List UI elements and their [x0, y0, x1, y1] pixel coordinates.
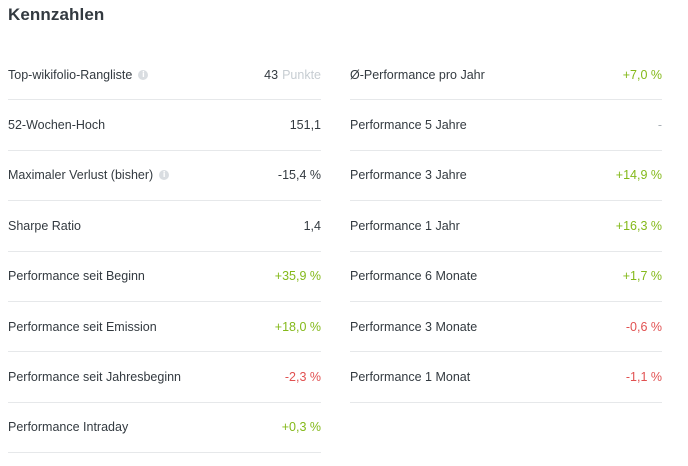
metric-label: Maximaler Verlust (bisher) i: [8, 168, 170, 183]
metrics-right-column: Ø-Performance pro Jahr +7,0 % Performance …: [350, 50, 662, 403]
metric-label-text: 52-Wochen-Hoch: [8, 118, 106, 133]
metric-value: +35,9 %: [275, 269, 321, 283]
metric-label: Performance 3 Jahre: [350, 168, 467, 182]
metric-value-suffix: Punkte: [282, 67, 321, 82]
metric-value-text: +16,3 %: [615, 218, 662, 233]
metric-label-text: Performance seit Beginn: [8, 269, 145, 284]
metric-row-performance-3-jahre: Performance 3 Jahre +14,9 %: [350, 151, 662, 202]
metric-value: -1,1 %: [626, 370, 662, 384]
metric-value: -0,6 %: [626, 320, 662, 334]
metric-value: 151,1: [290, 118, 321, 132]
metric-label: Top-wikifolio-Rangliste i: [8, 67, 149, 82]
metric-label: Performance 6 Monate: [350, 269, 477, 283]
metric-value-text: 1,4: [303, 218, 321, 233]
metric-label-text: Performance seit Emission: [8, 319, 157, 334]
metric-value: +16,3 %: [616, 219, 662, 233]
metric-label-text: Top-wikifolio-Rangliste: [8, 67, 133, 82]
metric-value: +14,9 %: [616, 168, 662, 182]
info-icon[interactable]: i: [138, 69, 149, 80]
metric-value: 43 Punkte: [264, 68, 321, 82]
metric-value-text: -2,3 %: [284, 370, 321, 385]
metric-label-text: Performance 3 Jahre: [350, 168, 467, 183]
metric-value-text: +7,0 %: [622, 67, 662, 82]
metric-label-text: Performance 1 Monat: [350, 370, 471, 385]
info-icon[interactable]: i: [159, 170, 170, 181]
metric-row-performance-1-monat: Performance 1 Monat -1,1 %: [350, 352, 662, 403]
metric-value: -2,3 %: [285, 370, 321, 384]
metric-row-52-wochen-hoch: 52-Wochen-Hoch 151,1: [8, 100, 321, 151]
metric-label: Performance Intraday: [8, 420, 128, 434]
metric-value-text: 43: [264, 67, 279, 82]
metric-value-text: 151,1: [289, 118, 321, 133]
metric-row-performance-5-jahre: Performance 5 Jahre -: [350, 100, 662, 151]
metric-label-text: Performance 5 Jahre: [350, 118, 467, 133]
metric-value-text: -0,6 %: [625, 319, 662, 334]
metric-row-maximaler-verlust-bisher: Maximaler Verlust (bisher) i -15,4 %: [8, 151, 321, 202]
metric-row-performance-seit-beginn: Performance seit Beginn +35,9 %: [8, 252, 321, 302]
metric-label: Performance 5 Jahre: [350, 118, 467, 132]
metric-label: Performance seit Jahresbeginn: [8, 370, 181, 384]
metric-row-performance-intraday: Performance Intraday +0,3 %: [8, 403, 321, 454]
metric-label-text: Sharpe Ratio: [8, 218, 81, 233]
metric-label-text: Performance 6 Monate: [350, 269, 478, 284]
metric-row-sharpe-ratio: Sharpe Ratio 1,4: [8, 201, 321, 252]
metric-value: 1,4: [304, 219, 321, 233]
metric-label-text: Performance 1 Jahr: [350, 218, 460, 233]
metric-label: Sharpe Ratio: [8, 219, 81, 233]
metric-row-performance-seit-jahresbeginn: Performance seit Jahresbeginn -2,3 %: [8, 352, 321, 403]
section-title: Kennzahlen: [8, 5, 105, 24]
metric-label-text: Performance 3 Monate: [350, 319, 478, 334]
metric-row-performance-1-jahr: Performance 1 Jahr +16,3 %: [350, 201, 662, 252]
metric-label: Performance seit Beginn: [8, 269, 145, 283]
metric-row-avg-performance-pro-jahr: Ø-Performance pro Jahr +7,0 %: [350, 50, 662, 101]
metric-value-text: -15,4 %: [277, 168, 321, 183]
metric-label: Performance 1 Monat: [350, 370, 470, 384]
metric-value-text: +35,9 %: [274, 269, 321, 284]
metric-label: Performance seit Emission: [8, 320, 157, 334]
metric-value: -: [658, 118, 662, 132]
metric-label-text: Performance Intraday: [8, 420, 129, 435]
metric-row-performance-3-monate: Performance 3 Monate -0,6 %: [350, 302, 662, 353]
metric-value-text: -1,1 %: [625, 370, 662, 385]
metric-value: -15,4 %: [278, 168, 321, 182]
metric-label-text: Performance seit Jahresbeginn: [8, 370, 182, 385]
metric-row-top-wikifolio-rangliste: Top-wikifolio-Rangliste i 43 Punkte: [8, 50, 321, 101]
metric-value: +7,0 %: [623, 68, 662, 82]
metric-label: Performance 1 Jahr: [350, 219, 460, 233]
metric-value-text: +14,9 %: [615, 168, 662, 183]
metric-label: 52-Wochen-Hoch: [8, 118, 105, 132]
metric-label: Ø-Performance pro Jahr: [350, 68, 485, 82]
metric-value-text: +18,0 %: [274, 319, 321, 334]
metric-value-text: +0,3 %: [281, 420, 321, 435]
metric-row-performance-6-monate: Performance 6 Monate +1,7 %: [350, 252, 662, 302]
metric-value-text: -: [657, 118, 662, 133]
metrics-left-column: Top-wikifolio-Rangliste i 43 Punkte 52-Woche…: [8, 50, 321, 454]
metric-label-text: Maximaler Verlust (bisher): [8, 168, 154, 183]
metric-row-performance-seit-emission: Performance seit Emission +18,0 %: [8, 302, 321, 353]
metric-value: +18,0 %: [275, 320, 321, 334]
metric-value-text: +1,7 %: [622, 269, 662, 284]
metric-label-text: Ø-Performance pro Jahr: [350, 67, 485, 82]
metric-value: +0,3 %: [282, 420, 321, 434]
metric-value: +1,7 %: [623, 269, 662, 283]
metric-label: Performance 3 Monate: [350, 320, 477, 334]
